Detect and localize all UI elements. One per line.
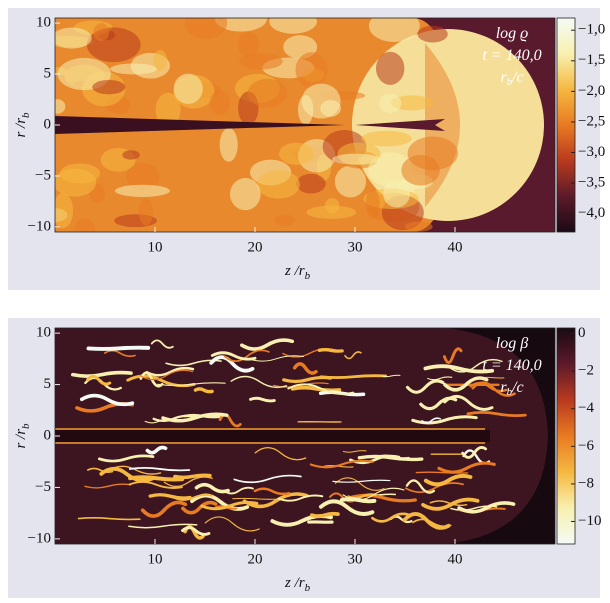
texture (379, 94, 401, 113)
texture (295, 52, 327, 88)
x-tick-label: 10 (148, 239, 163, 255)
label-part: log β (496, 335, 528, 352)
texture (122, 150, 140, 159)
y-tick-label: 10 (36, 15, 51, 31)
y-tick-label: −5 (35, 479, 51, 495)
heatmap-image (55, 328, 555, 544)
texture (94, 23, 109, 41)
label-part: r /r (13, 118, 29, 138)
texture (405, 222, 433, 232)
colorbar-tick-label: −4 (578, 400, 594, 416)
y-tick-label: 5 (44, 376, 52, 392)
annotation: t = 140,0 (482, 47, 541, 64)
texture (92, 80, 125, 94)
label-part: log ϱ (496, 25, 529, 42)
texture (279, 143, 314, 165)
label-part: z /r (284, 575, 305, 591)
colorbar-tick-label: −3,0 (578, 144, 605, 160)
y-tick-label: −10 (28, 218, 51, 234)
label-part: /c (511, 379, 524, 396)
filament (342, 499, 375, 501)
label-subscript: b (20, 112, 32, 118)
texture (275, 215, 295, 227)
texture (418, 26, 448, 43)
texture (238, 32, 259, 57)
colorbar-tick-label: 0 (578, 325, 586, 341)
y-tick-label: 10 (36, 325, 51, 341)
annotation: rb/c (500, 379, 523, 398)
jet-spine (55, 430, 490, 442)
x-tick-label: 20 (248, 551, 263, 567)
colorbar-tick-label: −4,0 (578, 205, 605, 221)
texture (52, 27, 92, 48)
annotation: t = 140,0 (482, 357, 541, 374)
texture (366, 189, 380, 219)
texture (302, 84, 341, 119)
texture (361, 131, 411, 147)
annotation: log β (496, 335, 528, 352)
label-subscript: b (20, 423, 32, 429)
texture (220, 128, 238, 162)
texture (53, 193, 73, 228)
texture (376, 52, 404, 85)
texture (230, 178, 261, 210)
texture (401, 155, 440, 185)
colorbar (557, 18, 575, 232)
colorbar-tick-label: −6 (578, 438, 594, 454)
x-tick-label: 30 (348, 551, 363, 567)
texture (60, 163, 100, 183)
texture (174, 74, 203, 104)
colorbar-tick-label: −2,5 (578, 113, 605, 129)
texture (332, 154, 379, 165)
texture (115, 185, 170, 197)
texture (139, 198, 153, 225)
y-tick-label: 0 (44, 116, 52, 132)
x-tick-label: 40 (448, 551, 463, 567)
label-part: /c (511, 69, 524, 86)
colorbar (557, 328, 575, 544)
y-tick-label: −5 (35, 167, 51, 183)
y-tick-label: −10 (28, 530, 51, 546)
texture (210, 90, 230, 114)
x-tick-label: 30 (348, 239, 363, 255)
annotation: log ϱ (496, 25, 529, 42)
label-part: r /r (13, 429, 29, 449)
colorbar-tick-label: −10 (578, 513, 601, 529)
colorbar-tick-label: −8 (578, 475, 594, 491)
texture (248, 79, 287, 108)
annotation: rb/c (500, 69, 523, 88)
texture (296, 174, 325, 194)
texture (383, 180, 410, 207)
label-part: t = 140,0 (482, 47, 541, 64)
x-tick-label: 40 (448, 239, 463, 255)
y-tick-label: 5 (44, 65, 52, 81)
texture (257, 170, 300, 199)
y-tick-label: 0 (44, 427, 52, 443)
x-tick-label: 10 (148, 551, 163, 567)
filament (88, 348, 148, 349)
heatmap-image (41, 6, 555, 244)
label-part: z /r (284, 263, 305, 279)
colorbar-tick-label: −2 (578, 363, 594, 379)
label-subscript: b (305, 582, 311, 594)
filament (319, 350, 342, 351)
colorbar-tick-label: −3,5 (578, 175, 605, 191)
texture (306, 206, 356, 219)
texture (335, 166, 366, 198)
texture (154, 50, 167, 71)
colorbar-tick-label: −1,5 (578, 52, 605, 68)
label-part: t = 140,0 (482, 357, 541, 374)
label-subscript: b (305, 270, 311, 282)
x-tick-label: 20 (248, 239, 263, 255)
colorbar-tick-label: −2,0 (578, 83, 605, 99)
colorbar-tick-label: −1,0 (578, 22, 605, 38)
